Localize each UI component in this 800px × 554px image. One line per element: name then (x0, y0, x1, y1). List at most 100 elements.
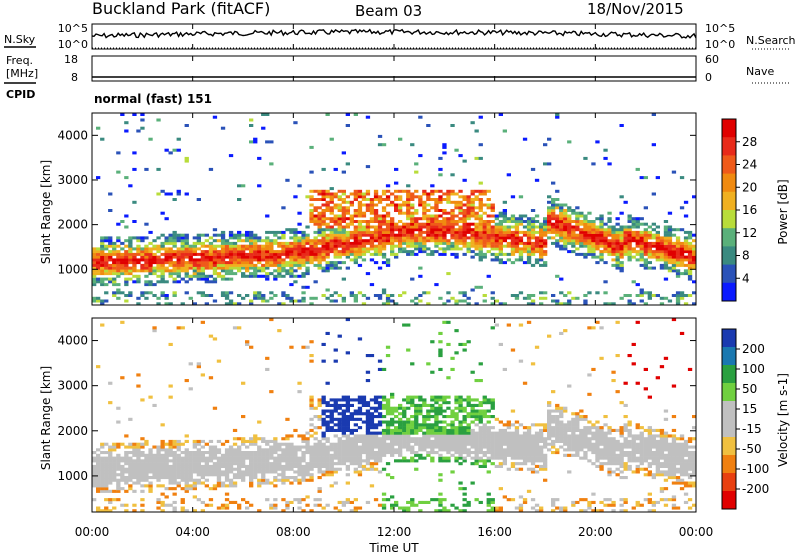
heatmap-cell (285, 261, 290, 265)
heatmap-cell (204, 451, 209, 455)
heatmap-cell (245, 506, 250, 510)
heatmap-cell (269, 239, 274, 243)
heatmap-cell (418, 439, 423, 443)
heatmap-cell (369, 198, 375, 201)
heatmap-cell (567, 225, 572, 229)
heatmap-cell (543, 220, 548, 223)
heatmap-cell (603, 156, 608, 160)
heatmap-cell (466, 296, 471, 300)
heatmap-cell (611, 233, 616, 237)
heatmap-cell (164, 442, 169, 446)
heatmap-cell (595, 255, 600, 259)
heatmap-cell (120, 255, 125, 259)
heatmap-cell (136, 258, 141, 262)
heatmap-cell (293, 445, 298, 449)
heatmap-cell (92, 478, 97, 482)
heatmap-cell (675, 302, 681, 306)
heatmap-cell (567, 437, 572, 441)
heatmap-cell (180, 509, 185, 513)
heatmap-cell (522, 462, 528, 466)
heatmap-cell (176, 233, 181, 237)
heatmap-cell (192, 252, 197, 256)
heatmap-cell (470, 192, 475, 196)
heatmap-cell (381, 209, 387, 212)
heatmap-cell (478, 417, 483, 421)
heatmap-cell (100, 299, 105, 303)
heatmap-cell (414, 451, 419, 455)
heatmap-cell (321, 258, 326, 262)
heatmap-cell (172, 470, 177, 474)
heatmap-cell (204, 266, 209, 270)
heatmap-cell (337, 198, 342, 201)
heatmap-cell (414, 222, 419, 226)
heatmap-cell (559, 409, 564, 413)
heatmap-cell (116, 239, 121, 243)
heatmap-cell (172, 473, 177, 477)
heatmap-cell (426, 426, 431, 430)
heatmap-cell (361, 250, 367, 254)
heatmap-cell (224, 244, 230, 248)
heatmap-cell (281, 473, 286, 477)
heatmap-cell (269, 250, 274, 254)
heatmap-cell (450, 367, 455, 371)
heatmap-cell (539, 506, 544, 510)
heatmap-cell (357, 192, 363, 196)
heatmap-cell (470, 451, 475, 455)
heatmap-cell (188, 473, 193, 477)
heatmap-cell (212, 406, 218, 410)
heatmap-cell (567, 228, 572, 232)
heatmap-cell (486, 470, 491, 474)
heatmap-cell (639, 247, 644, 251)
heatmap-cell (373, 398, 379, 402)
heatmap-cell (172, 439, 177, 443)
heatmap-cell (345, 217, 350, 221)
heatmap-cell (462, 459, 467, 463)
heatmap-cell (591, 220, 596, 223)
heatmap-cell (325, 233, 330, 237)
heatmap-cell (349, 258, 354, 262)
heatmap-cell (547, 401, 552, 405)
heatmap-cell (611, 228, 616, 232)
heatmap-cell (418, 437, 423, 441)
heatmap-cell (518, 437, 524, 441)
heatmap-cell (333, 233, 338, 237)
heatmap-cell (418, 154, 423, 158)
heatmap-cell (583, 439, 588, 443)
heatmap-cell (200, 439, 205, 443)
heatmap-cell (591, 162, 596, 166)
heatmap-cell (470, 415, 475, 419)
heatmap-cell (216, 467, 222, 471)
heatmap-cell (241, 462, 246, 466)
heatmap-cell (277, 230, 282, 234)
heatmap-cell (265, 140, 270, 144)
heatmap-cell (430, 214, 435, 218)
heatmap-cell (204, 470, 209, 474)
heatmap-cell (655, 176, 660, 180)
heatmap-cell (329, 192, 334, 196)
heatmap-cell (301, 230, 306, 234)
heatmap-cell (474, 448, 479, 452)
heatmap-cell (539, 291, 544, 295)
heatmap-cell (422, 250, 427, 254)
heatmap-cell (414, 195, 419, 199)
heatmap-cell (273, 478, 278, 482)
heatmap-cell (188, 252, 193, 256)
heatmap-cell (297, 448, 302, 452)
heatmap-cell (337, 406, 342, 410)
heatmap-cell (152, 255, 157, 259)
heatmap-cell (563, 222, 568, 226)
heatmap-cell (144, 467, 149, 471)
heatmap-cell (377, 247, 383, 251)
heatmap-cell (385, 203, 391, 207)
heatmap-cell (341, 431, 346, 435)
heatmap-cell (498, 451, 503, 455)
heatmap-cell (333, 442, 338, 446)
heatmap-cell (385, 398, 391, 402)
heatmap-cell (390, 395, 395, 399)
heatmap-cell (687, 269, 693, 273)
heatmap-cell (361, 192, 367, 196)
heatmap-cell (136, 470, 141, 474)
heatmap-cell (555, 506, 560, 510)
heatmap-cell (192, 302, 197, 306)
heatmap-cell (442, 225, 447, 229)
